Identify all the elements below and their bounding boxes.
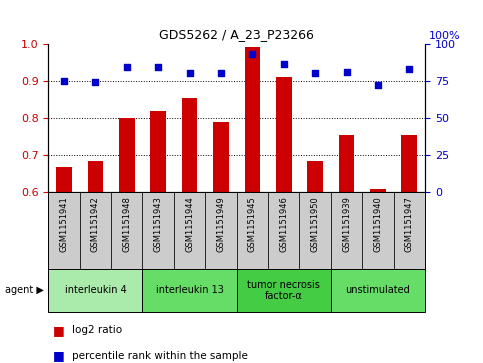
Bar <box>299 192 331 269</box>
Bar <box>174 192 205 269</box>
Bar <box>182 98 198 192</box>
Bar <box>237 269 331 312</box>
Bar <box>87 161 103 192</box>
Bar <box>331 192 362 269</box>
Text: GSM1151943: GSM1151943 <box>154 196 163 252</box>
Point <box>312 70 319 76</box>
Bar <box>237 192 268 269</box>
Bar <box>142 192 174 269</box>
Point <box>343 69 351 75</box>
Bar <box>307 161 323 192</box>
Text: interleukin 4: interleukin 4 <box>65 285 126 295</box>
Bar <box>80 192 111 269</box>
Text: log2 ratio: log2 ratio <box>72 325 123 335</box>
Text: 100%: 100% <box>429 31 461 41</box>
Text: GSM1151950: GSM1151950 <box>311 196 320 252</box>
Text: GSM1151948: GSM1151948 <box>122 196 131 252</box>
Point <box>92 79 99 85</box>
Text: unstimulated: unstimulated <box>345 285 411 295</box>
Text: GSM1151939: GSM1151939 <box>342 196 351 252</box>
Bar <box>213 122 229 192</box>
Text: GSM1151947: GSM1151947 <box>405 196 414 252</box>
Bar <box>276 77 292 192</box>
Bar <box>370 189 386 192</box>
Point <box>217 70 225 76</box>
Bar <box>205 192 237 269</box>
Text: GSM1151944: GSM1151944 <box>185 196 194 252</box>
Text: ■: ■ <box>53 324 65 337</box>
Point <box>249 51 256 57</box>
Bar <box>48 192 80 269</box>
Point <box>406 66 413 72</box>
Text: percentile rank within the sample: percentile rank within the sample <box>72 351 248 361</box>
Point <box>374 82 382 88</box>
Bar <box>48 269 142 312</box>
Title: GDS5262 / A_23_P23266: GDS5262 / A_23_P23266 <box>159 28 314 41</box>
Bar <box>394 192 425 269</box>
Text: agent ▶: agent ▶ <box>5 285 43 295</box>
Text: tumor necrosis
factor-α: tumor necrosis factor-α <box>247 280 320 301</box>
Point <box>123 65 131 70</box>
Point <box>60 78 68 83</box>
Bar <box>362 192 394 269</box>
Text: interleukin 13: interleukin 13 <box>156 285 224 295</box>
Bar <box>331 269 425 312</box>
Text: GSM1151946: GSM1151946 <box>279 196 288 252</box>
Text: GSM1151945: GSM1151945 <box>248 196 257 252</box>
Bar <box>119 118 135 192</box>
Text: GSM1151942: GSM1151942 <box>91 196 100 252</box>
Bar <box>244 47 260 192</box>
Bar <box>142 269 237 312</box>
Text: ■: ■ <box>53 349 65 362</box>
Bar <box>150 110 166 192</box>
Point <box>186 70 194 76</box>
Point <box>280 61 288 67</box>
Bar <box>401 135 417 192</box>
Text: GSM1151940: GSM1151940 <box>373 196 383 252</box>
Bar <box>111 192 142 269</box>
Point <box>155 65 162 70</box>
Bar <box>268 192 299 269</box>
Bar <box>339 135 355 192</box>
Text: GSM1151941: GSM1151941 <box>59 196 69 252</box>
Text: GSM1151949: GSM1151949 <box>216 196 226 252</box>
Bar <box>56 167 72 192</box>
